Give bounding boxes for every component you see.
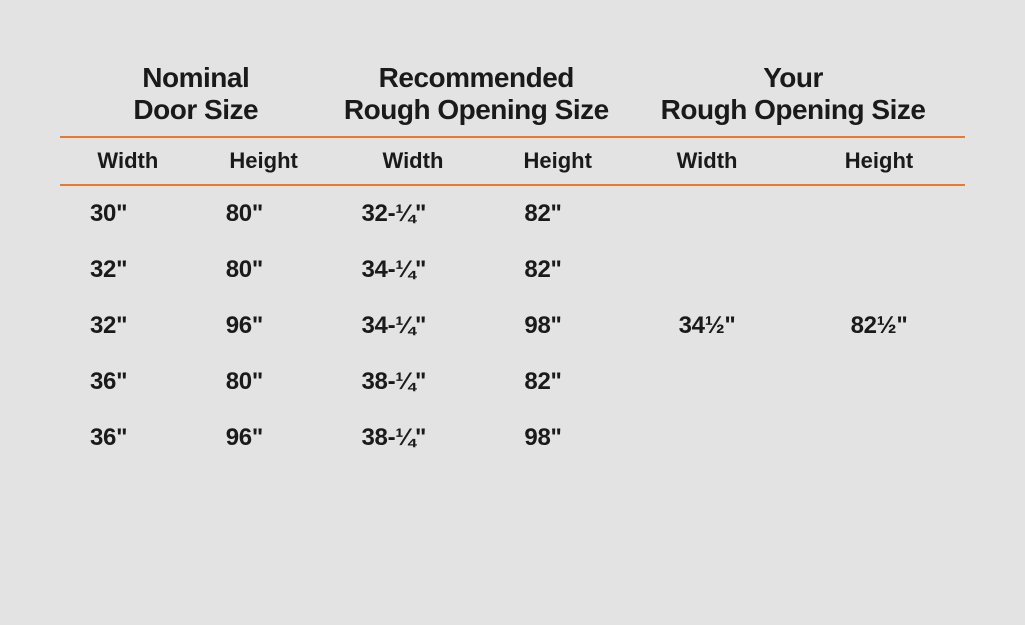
group-header-your-line2: Rough Opening Size [661,94,926,125]
nominal-width-cell: 36" [60,354,196,410]
sub-header-rec-width: Width [332,137,495,184]
group-header-nominal: Nominal Door Size [60,60,332,136]
sub-header-nominal-height: Height [196,137,332,184]
group-header-recommended-line2: Rough Opening Size [344,94,609,125]
rec-height-cell: 82" [494,242,621,298]
sub-header-your-width: Width [621,137,793,184]
nominal-height-cell: 96" [196,410,332,466]
sub-header-your-height: Height [793,137,965,184]
nominal-width-cell: 32" [60,298,196,354]
nominal-width-cell: 30" [60,185,196,242]
rec-height-cell: 98" [494,298,621,354]
rec-height-cell: 82" [494,354,621,410]
nominal-height-cell: 80" [196,242,332,298]
rec-width-cell: 34-¼" [332,242,495,298]
group-header-your: Your Rough Opening Size [621,60,965,136]
group-header-your-line1: Your [763,62,823,93]
your-width-cell: 34½" [621,185,793,466]
rec-width-cell: 38-¼" [332,354,495,410]
group-header-nominal-line1: Nominal [142,62,249,93]
table-row: 30" 80" 32-¼" 82" 34½" 82½" [60,185,965,242]
nominal-height-cell: 96" [196,298,332,354]
your-height-cell: 82½" [793,185,965,466]
group-header-recommended: Recommended Rough Opening Size [332,60,622,136]
nominal-width-cell: 32" [60,242,196,298]
nominal-width-cell: 36" [60,410,196,466]
nominal-height-cell: 80" [196,185,332,242]
group-header-nominal-line2: Door Size [133,94,258,125]
sub-header-nominal-width: Width [60,137,196,184]
sub-header-row: Width Height Width Height Width Height [60,137,965,184]
group-header-recommended-line1: Recommended [379,62,574,93]
door-size-table: Nominal Door Size Recommended Rough Open… [60,60,965,466]
nominal-height-cell: 80" [196,354,332,410]
sub-header-rec-height: Height [494,137,621,184]
rec-width-cell: 34-¼" [332,298,495,354]
rec-height-cell: 98" [494,410,621,466]
rec-height-cell: 82" [494,185,621,242]
rec-width-cell: 38-¼" [332,410,495,466]
group-header-row: Nominal Door Size Recommended Rough Open… [60,60,965,136]
rec-width-cell: 32-¼" [332,185,495,242]
